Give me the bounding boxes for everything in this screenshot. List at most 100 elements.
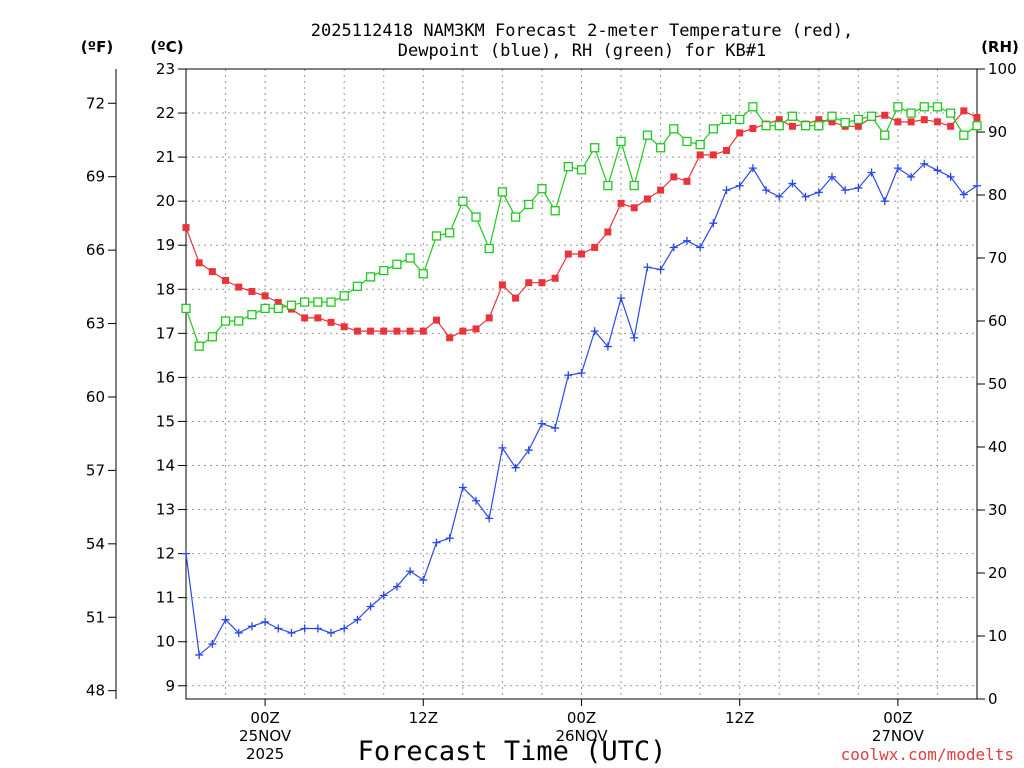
dewpoint-point — [735, 181, 744, 190]
dewpoint-point — [643, 263, 652, 272]
fahrenheit-tick-label: 60 — [86, 388, 105, 406]
rh-point — [945, 108, 956, 118]
x-tick-label: 00Z — [883, 709, 912, 727]
rh-point — [181, 303, 191, 314]
dewpoint-point — [327, 628, 336, 637]
celsius-tick-label: 15 — [156, 412, 175, 430]
rh-point — [906, 108, 916, 118]
dewpoint-point — [498, 443, 507, 452]
dewpoint-point — [682, 236, 691, 245]
rh-point — [484, 243, 494, 254]
x-tick-label: 12Z — [409, 709, 438, 727]
temperature-point — [406, 327, 414, 335]
temperature-point — [195, 259, 203, 267]
dewpoint-point — [472, 496, 481, 505]
rh-point — [695, 139, 705, 150]
dewpoint-point — [313, 624, 322, 633]
rh-point — [880, 130, 890, 140]
rh-point — [735, 114, 745, 125]
dewpoint-point — [432, 538, 441, 547]
rh-tick-label: 100 — [988, 60, 1017, 78]
rh-point — [603, 180, 613, 191]
celsius-tick-label: 23 — [156, 60, 175, 78]
temperature-point — [182, 224, 190, 232]
chart-title: 2025112418 NAM3KM Forecast 2-meter Tempe… — [311, 21, 853, 41]
dewpoint-point — [946, 172, 955, 181]
temperature-point — [367, 327, 375, 335]
dewpoint-point — [247, 622, 256, 631]
temperature-point — [933, 118, 941, 126]
dewpoint-point — [182, 549, 190, 558]
temperature-point — [828, 118, 836, 126]
rh-point — [445, 228, 455, 238]
dewpoint-point — [445, 534, 454, 543]
temperature-point — [472, 325, 480, 333]
rh-point — [458, 196, 468, 206]
rh-point — [590, 143, 600, 153]
dewpoint-point — [419, 576, 428, 585]
dewpoint-point — [656, 265, 665, 274]
x-tick-label: 00Z — [567, 709, 596, 727]
dewpoint-point — [669, 243, 678, 252]
celsius-tick-label: 14 — [156, 457, 175, 475]
dewpoint-point — [353, 615, 362, 624]
x-tick-label: 25NOV — [239, 727, 292, 745]
fahrenheit-tick-label: 72 — [86, 94, 105, 112]
rh-point — [866, 111, 877, 121]
temperature-point — [353, 327, 361, 335]
fahrenheit-tick-label: 63 — [86, 315, 105, 333]
dewpoint-point — [524, 446, 533, 455]
rh-tick-label: 50 — [988, 375, 1007, 393]
rh-point — [405, 253, 415, 263]
celsius-tick-label: 12 — [156, 545, 175, 563]
temperature-point — [617, 199, 625, 207]
dewpoint-point — [933, 166, 942, 175]
dewpoint-point — [564, 371, 573, 380]
temperature-point — [775, 116, 783, 124]
x-tick-label: 2025 — [246, 745, 284, 763]
temperature-point — [881, 111, 889, 119]
rh-point — [642, 130, 653, 140]
dewpoint-point — [841, 186, 850, 195]
rh-point — [748, 102, 758, 112]
rh-point — [497, 187, 508, 197]
rh-point — [286, 300, 297, 310]
dewpoint-point — [406, 567, 415, 576]
temperature-point — [314, 314, 322, 322]
dewpoint-point — [814, 188, 823, 197]
rh-point — [827, 111, 837, 121]
rh-tick-label: 90 — [988, 123, 1007, 141]
dewpoint-point — [208, 639, 217, 648]
dewpoint-point — [537, 419, 546, 428]
dewpoint-point — [907, 172, 916, 181]
temperature-point — [578, 250, 585, 258]
temperature-point — [340, 323, 348, 331]
rh-point — [326, 297, 336, 307]
temperature-point — [432, 316, 440, 324]
rh-point — [418, 269, 428, 279]
rh-tick-label: 40 — [988, 438, 1007, 456]
x-axis-title: Forecast Time (UTC) — [358, 736, 667, 767]
temperature-point — [248, 287, 256, 295]
chart-series — [181, 102, 982, 659]
celsius-tick-label: 13 — [156, 501, 175, 519]
rh-point — [273, 303, 283, 314]
celsius-tick-label: 11 — [156, 589, 175, 607]
rh-tick-label: 70 — [988, 249, 1007, 267]
dewpoint-point — [603, 342, 612, 351]
temperature-point — [498, 281, 506, 289]
dewpoint-point — [788, 179, 797, 188]
rh-tick-label: 0 — [988, 690, 998, 708]
rh-point — [563, 161, 573, 172]
dewpoint-point — [577, 368, 586, 377]
temperature-point — [920, 116, 928, 124]
grid-lines — [186, 68, 977, 699]
source-credit: coolwx.com/modelts — [841, 745, 1014, 764]
celsius-tick-label: 10 — [156, 633, 175, 651]
dewpoint-point — [340, 624, 349, 633]
temperature-point — [815, 116, 823, 124]
dewpoint-point — [366, 602, 375, 611]
rh-point — [234, 316, 244, 326]
rh-point — [260, 303, 270, 314]
celsius-tick-label: 9 — [165, 677, 175, 695]
